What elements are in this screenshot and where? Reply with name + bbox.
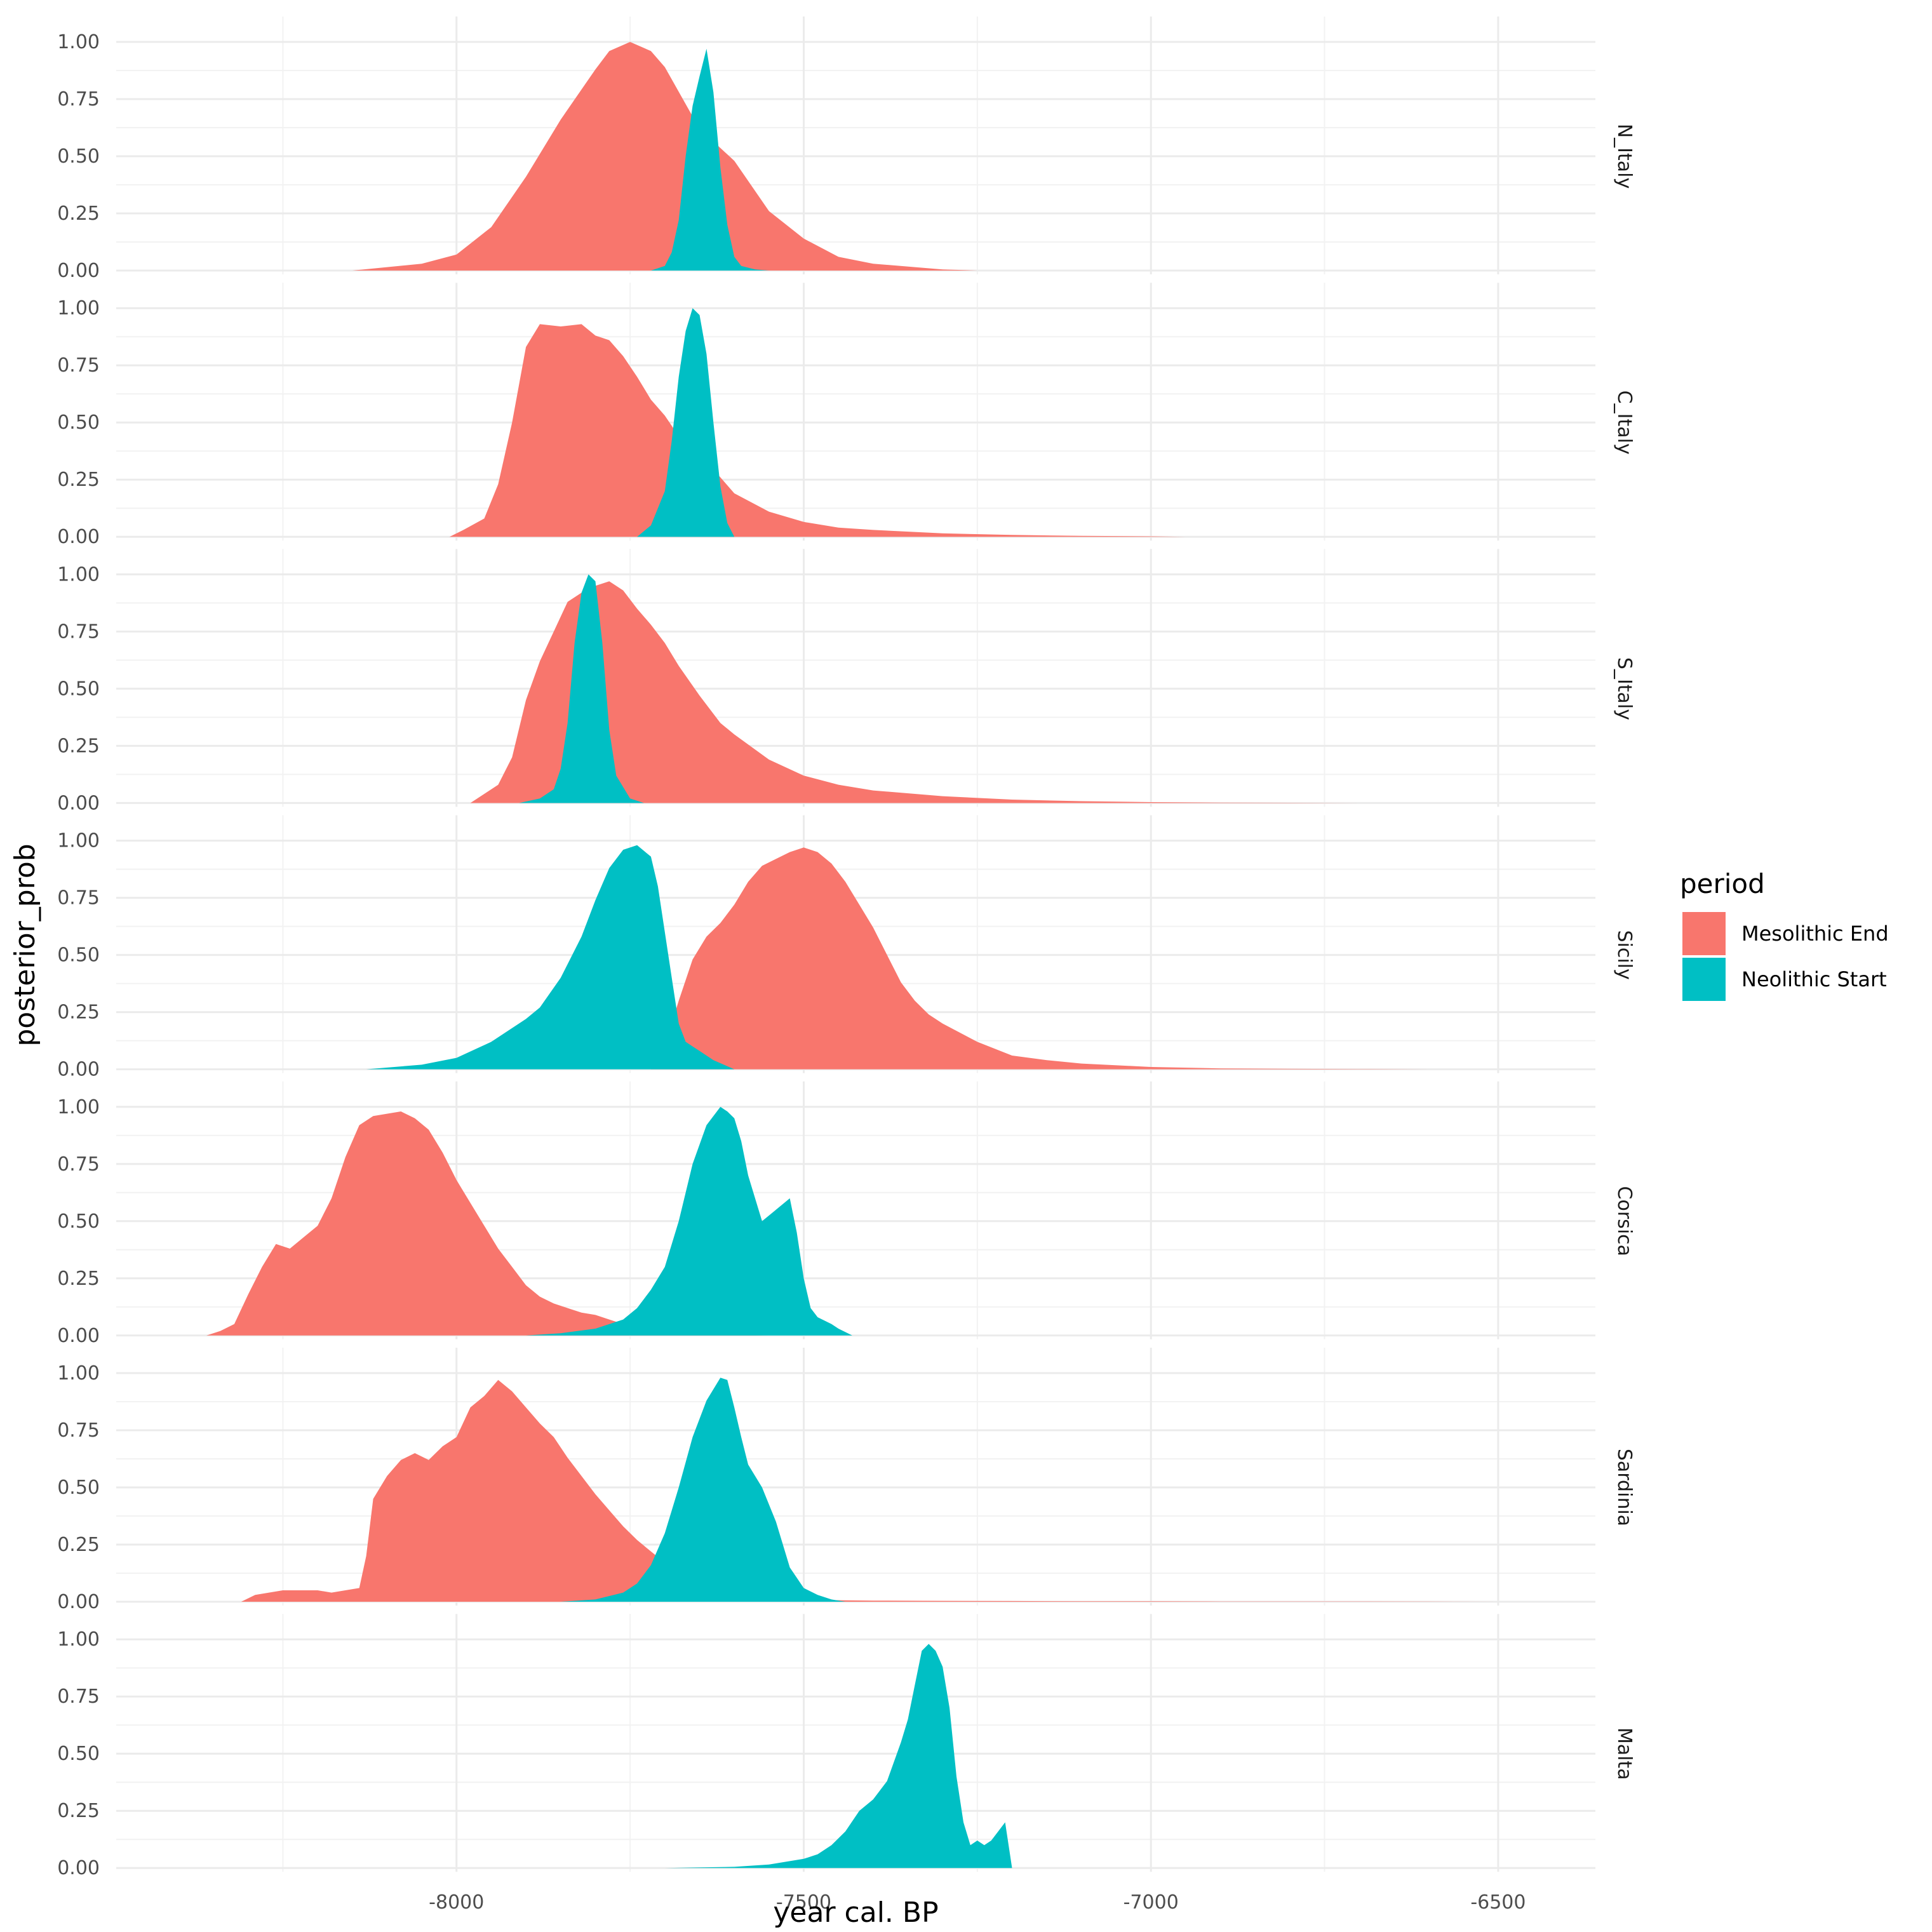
y-tick-label: 0.50 xyxy=(57,412,100,434)
facet-panel-s-italy: 0.00 0.25 0.50 0.75 1.00 S_Italy xyxy=(57,549,1635,814)
legend-title: period xyxy=(1680,868,1765,899)
facet-panel-sicily: 0.00 0.25 0.50 0.75 1.00 Sicily xyxy=(57,815,1635,1081)
density-area-mesolithic-end xyxy=(470,581,1360,803)
legend-label: Mesolithic End xyxy=(1741,922,1889,946)
x-tick-label: -7500 xyxy=(776,1891,831,1914)
y-tick-label: 1.00 xyxy=(57,830,100,852)
density-area-mesolithic-end xyxy=(352,42,977,271)
density-area-neolithic-start xyxy=(526,1106,852,1336)
y-tick-label: 0.75 xyxy=(57,1153,100,1176)
y-tick-label: 0.25 xyxy=(57,203,100,225)
facet-strip-label: Malta xyxy=(1613,1727,1635,1780)
x-tick-label: -8000 xyxy=(429,1891,484,1914)
legend-label: Neolithic Start xyxy=(1741,967,1887,991)
density-area-neolithic-start xyxy=(519,574,644,803)
density-area-mesolithic-end xyxy=(650,847,1429,1070)
x-axis-title: year cal. BP xyxy=(773,1896,938,1929)
legend-key-mesolithic-end xyxy=(1682,912,1726,955)
y-tick-label: 0.50 xyxy=(57,944,100,967)
y-tick-label: 0.00 xyxy=(57,526,100,548)
y-tick-label: 0.75 xyxy=(57,88,100,111)
y-tick-label: 1.00 xyxy=(57,563,100,586)
y-tick-label: 0.50 xyxy=(57,678,100,700)
y-tick-label: 1.00 xyxy=(57,1362,100,1385)
density-area-mesolithic-end xyxy=(241,1379,1498,1602)
y-tick-label: 0.25 xyxy=(57,1002,100,1024)
legend: period Mesolithic End Neolithic Start xyxy=(1680,868,1889,1001)
facet-panel-corsica: 0.00 0.25 0.50 0.75 1.00 Corsica xyxy=(57,1081,1635,1347)
x-tick-label: -7000 xyxy=(1124,1891,1179,1914)
y-tick-label: 1.00 xyxy=(57,297,100,319)
y-tick-label: 0.00 xyxy=(57,1325,100,1347)
y-tick-label: 0.75 xyxy=(57,1686,100,1708)
y-tick-label: 0.75 xyxy=(57,621,100,643)
y-tick-label: 0.00 xyxy=(57,260,100,282)
y-tick-label: 0.50 xyxy=(57,1743,100,1765)
density-area-mesolithic-end xyxy=(206,1111,769,1336)
y-tick-label: 0.75 xyxy=(57,887,100,909)
y-tick-label: 1.00 xyxy=(57,1096,100,1118)
facet-panel-malta: 0.00 0.25 0.50 0.75 1.00 Malta xyxy=(57,1614,1635,1879)
y-tick-label: 0.25 xyxy=(57,1800,100,1822)
facet-strip-label: N_Italy xyxy=(1613,124,1635,189)
density-area-neolithic-start xyxy=(366,845,735,1070)
y-tick-label: 0.00 xyxy=(57,1591,100,1613)
y-tick-label: 0.00 xyxy=(57,1857,100,1879)
density-area-neolithic-start xyxy=(560,1378,846,1602)
facet-strip-label: Sicily xyxy=(1613,930,1635,979)
y-tick-label: 0.50 xyxy=(57,145,100,168)
facet-panel-c-italy: 0.00 0.25 0.50 0.75 1.00 C_Italy xyxy=(57,283,1635,548)
y-tick-label: 0.00 xyxy=(57,1059,100,1081)
x-tick-label: -6500 xyxy=(1470,1891,1526,1914)
density-area-neolithic-start xyxy=(650,48,769,271)
density-area-mesolithic-end xyxy=(449,324,1186,537)
facet-panel-sardinia: 0.00 0.25 0.50 0.75 1.00 Sardinia xyxy=(57,1348,1635,1613)
facet-strip-label: Sardinia xyxy=(1613,1449,1635,1526)
facet-strip-label: C_Italy xyxy=(1613,391,1635,455)
y-tick-label: 0.25 xyxy=(57,1534,100,1556)
density-area-neolithic-start xyxy=(637,308,735,537)
y-tick-label: 0.25 xyxy=(57,735,100,757)
facet-panel-n-italy: 0.00 0.25 0.50 0.75 1.00 N_Italy xyxy=(57,17,1635,282)
density-area-neolithic-start xyxy=(664,1644,1012,1868)
facet-strip-label: Corsica xyxy=(1613,1186,1635,1256)
y-tick-label: 0.75 xyxy=(57,1419,100,1442)
y-tick-label: 0.00 xyxy=(57,792,100,814)
y-tick-label: 0.75 xyxy=(57,354,100,377)
y-tick-label: 0.50 xyxy=(57,1211,100,1233)
facet-strip-label: S_Italy xyxy=(1613,657,1635,720)
y-tick-label: 0.25 xyxy=(57,1268,100,1290)
y-tick-label: 1.00 xyxy=(57,1628,100,1651)
y-tick-label: 1.00 xyxy=(57,31,100,53)
legend-key-neolithic-start xyxy=(1682,958,1726,1001)
y-tick-label: 0.25 xyxy=(57,469,100,491)
y-tick-label: 0.50 xyxy=(57,1477,100,1499)
plot-area: 0.000.250.500.751.00N_Italy0.000.250.500… xyxy=(57,17,1635,1879)
y-axis-title: posterior_prob xyxy=(9,843,41,1046)
